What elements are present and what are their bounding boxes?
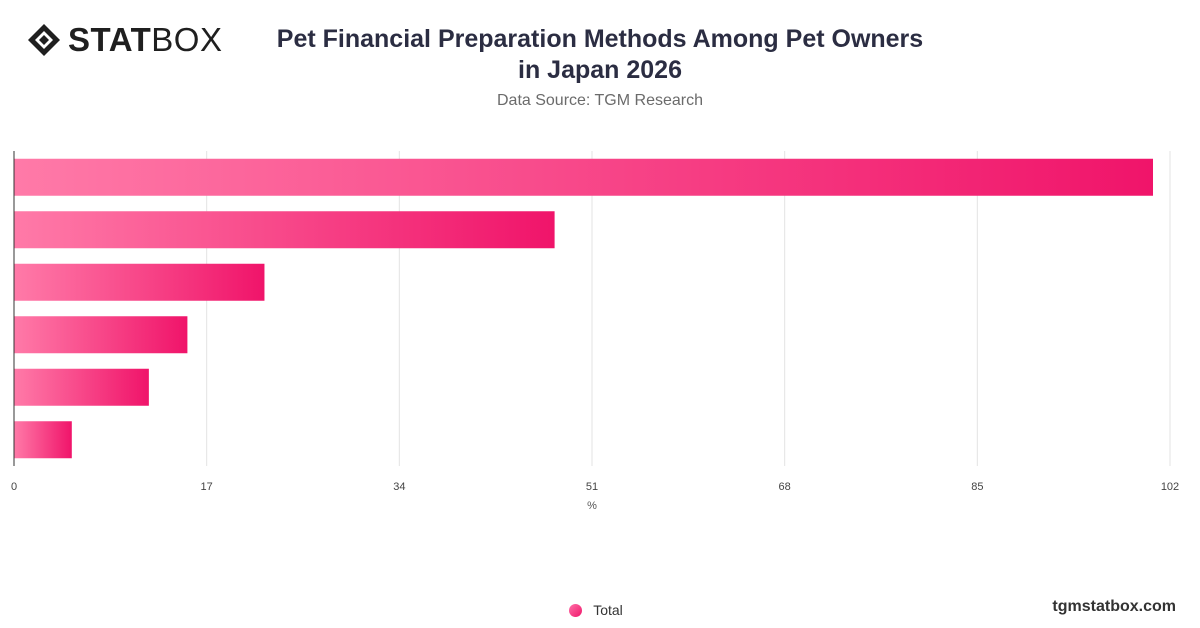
axes: 0 17 34 51 68 85 102% <box>11 151 1179 512</box>
logo-stat: STAT <box>68 21 152 58</box>
x-tick-label: 68 <box>779 481 791 493</box>
x-tick-label: 34 <box>393 481 405 493</box>
logo-box: BOX <box>151 21 223 58</box>
bar[interactable] <box>14 158 1153 196</box>
grid-lines <box>206 151 1171 466</box>
x-tick-label: 17 <box>201 481 213 493</box>
bar[interactable] <box>14 211 555 249</box>
chart-subtitle: Data Source: TGM Research <box>496 92 703 109</box>
bars <box>14 158 1153 459</box>
diamond-logo-icon <box>28 24 60 56</box>
x-tick-label: 102 <box>1161 481 1179 493</box>
logo-wordmark: STATBOX <box>68 22 222 58</box>
x-tick-label: 0 <box>11 481 17 493</box>
bar[interactable] <box>14 263 265 301</box>
legend-swatch <box>569 603 583 617</box>
x-axis-label: % <box>587 500 597 512</box>
statbox-logo: STATBOX <box>26 22 222 58</box>
bar[interactable] <box>14 421 72 459</box>
bar[interactable] <box>14 368 149 406</box>
legend-label-total: Total <box>593 602 623 618</box>
chart-title: Pet Financial Preparation Methods Among … <box>200 24 1000 86</box>
x-tick-label: 85 <box>971 481 983 493</box>
site-url[interactable]: tgmstatbox.com <box>1052 598 1176 615</box>
chart-title-line2: in Japan 2026 <box>518 56 682 84</box>
chart-title-line1: Pet Financial Preparation Methods Among … <box>276 25 924 53</box>
legend[interactable]: Total <box>0 602 1200 618</box>
x-tick-label: 51 <box>586 481 598 493</box>
bar[interactable] <box>14 316 188 354</box>
